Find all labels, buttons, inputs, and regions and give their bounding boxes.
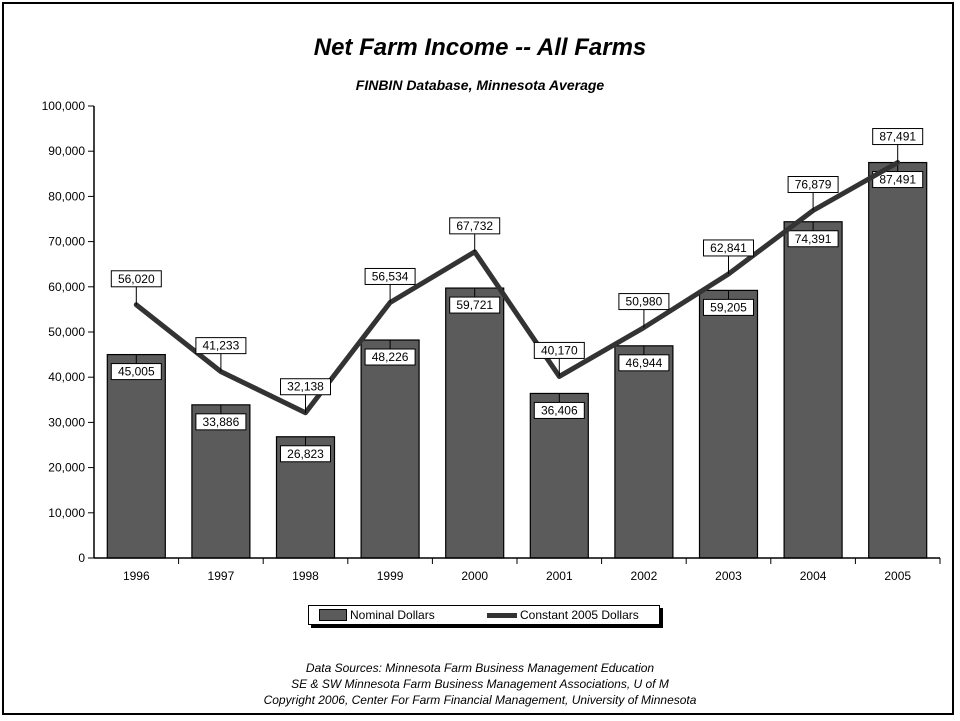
line-value-label-box (533, 341, 585, 359)
bar-value-label-box (364, 348, 416, 366)
x-tick-label: 1998 (292, 569, 319, 583)
line-value-label: 62,841 (710, 241, 747, 255)
bar-value-label-box (533, 401, 585, 419)
bar-value-label-box (280, 445, 331, 463)
y-tick-label: 40,000 (48, 370, 85, 384)
legend-label-nominal: Nominal Dollars (350, 608, 435, 622)
bar-value-label: 74,391 (795, 232, 832, 246)
bar-value-label: 26,823 (287, 447, 324, 461)
line-value-label-box (872, 128, 924, 146)
bar (783, 221, 843, 559)
bar-value-label-box (449, 296, 501, 314)
y-tick-label: 30,000 (48, 415, 85, 429)
x-tick-label: 1999 (377, 569, 404, 583)
x-tick-label: 2003 (715, 569, 742, 583)
x-tick-label: 2001 (546, 569, 573, 583)
y-tick-label: 80,000 (48, 189, 85, 203)
bar-value-label: 48,226 (372, 350, 409, 364)
legend-swatch-bar (319, 609, 347, 621)
line-value-label: 56,020 (118, 272, 155, 286)
y-tick-label: 60,000 (48, 280, 85, 294)
line-value-label-box (787, 176, 839, 194)
x-tick-label: 2004 (800, 569, 827, 583)
bar-value-label: 36,406 (541, 403, 578, 417)
y-tick-label: 10,000 (48, 506, 85, 520)
line-value-label-box (364, 267, 416, 285)
bar (191, 404, 251, 559)
chart-plot: 0 10,000 20,000 30,000 40,000 50,000 60,000 70,… (42, 99, 941, 583)
bar-value-label-box (703, 298, 754, 316)
bar-value-label: 33,886 (203, 415, 240, 429)
line-value-label-box (195, 337, 247, 355)
bar-value-label-box (195, 413, 247, 431)
bar (698, 289, 759, 559)
bar-value-label: 59,721 (456, 298, 493, 312)
chart-title: Net Farm Income -- All Farms (313, 34, 647, 61)
line-value-label-box (618, 293, 670, 311)
x-tick-label: 1997 (208, 569, 235, 583)
line-series (133, 160, 901, 416)
line-value-label: 32,138 (287, 380, 324, 394)
source-line-2: SE & SW Minnesota Farm Business Manageme… (291, 677, 669, 691)
y-tick-label: 50,000 (48, 325, 85, 339)
source-line-3: Copyright 2006, Center For Farm Financia… (263, 693, 697, 707)
line-value-label: 50,980 (626, 295, 663, 309)
bar (529, 392, 589, 559)
line-value-label-box (449, 217, 501, 235)
bar (445, 287, 505, 559)
bar-value-label: 46,944 (626, 356, 663, 370)
bar (360, 339, 420, 559)
legend-item-constant: Constant 2005 Dollars (487, 608, 639, 622)
chart-legend: Nominal Dollars Constant 2005 Dollars (308, 605, 660, 625)
legend-label-constant: Constant 2005 Dollars (520, 608, 639, 622)
chart-subtitle: FINBIN Database, Minnesota Average (355, 77, 605, 93)
line-value-label-box (110, 270, 162, 288)
x-tick-label: 2002 (631, 569, 658, 583)
line-value-label: 41,233 (203, 339, 240, 353)
x-tick-label: 2000 (461, 569, 488, 583)
bar (868, 161, 928, 559)
bar-value-label: 87,491 (879, 173, 916, 187)
line-value-label-box (280, 378, 331, 396)
bar-value-label-box (787, 230, 839, 248)
y-tick-label: 70,000 (48, 235, 85, 249)
bar-value-label-box (110, 363, 162, 381)
bar-value-label: 45,005 (118, 365, 155, 379)
line-value-label: 67,732 (456, 219, 493, 233)
legend-item-nominal: Nominal Dollars (319, 608, 435, 622)
legend-swatch-line (487, 612, 517, 618)
y-tick-label: 100,000 (42, 99, 86, 113)
x-tick-label: 1996 (123, 569, 150, 583)
bar-value-label: 59,205 (710, 300, 747, 314)
y-tick-label: 20,000 (48, 461, 85, 475)
bar-value-label-box (618, 354, 670, 372)
line-value-label-box (703, 239, 754, 257)
y-tick-label: 90,000 (48, 144, 85, 158)
data-sources: Data Sources: Minnesota Farm Business Ma… (4, 660, 956, 708)
bar (106, 353, 166, 559)
line-value-label: 40,170 (541, 343, 578, 357)
source-line-1: Data Sources: Minnesota Farm Business Ma… (305, 661, 655, 675)
line-value-label: 56,534 (372, 269, 409, 283)
y-tick-label: 0 (78, 551, 85, 565)
bar (614, 345, 674, 559)
line-value-label: 87,491 (879, 130, 916, 144)
x-tick-label: 2005 (884, 569, 911, 583)
line-value-label: 76,879 (795, 178, 832, 192)
